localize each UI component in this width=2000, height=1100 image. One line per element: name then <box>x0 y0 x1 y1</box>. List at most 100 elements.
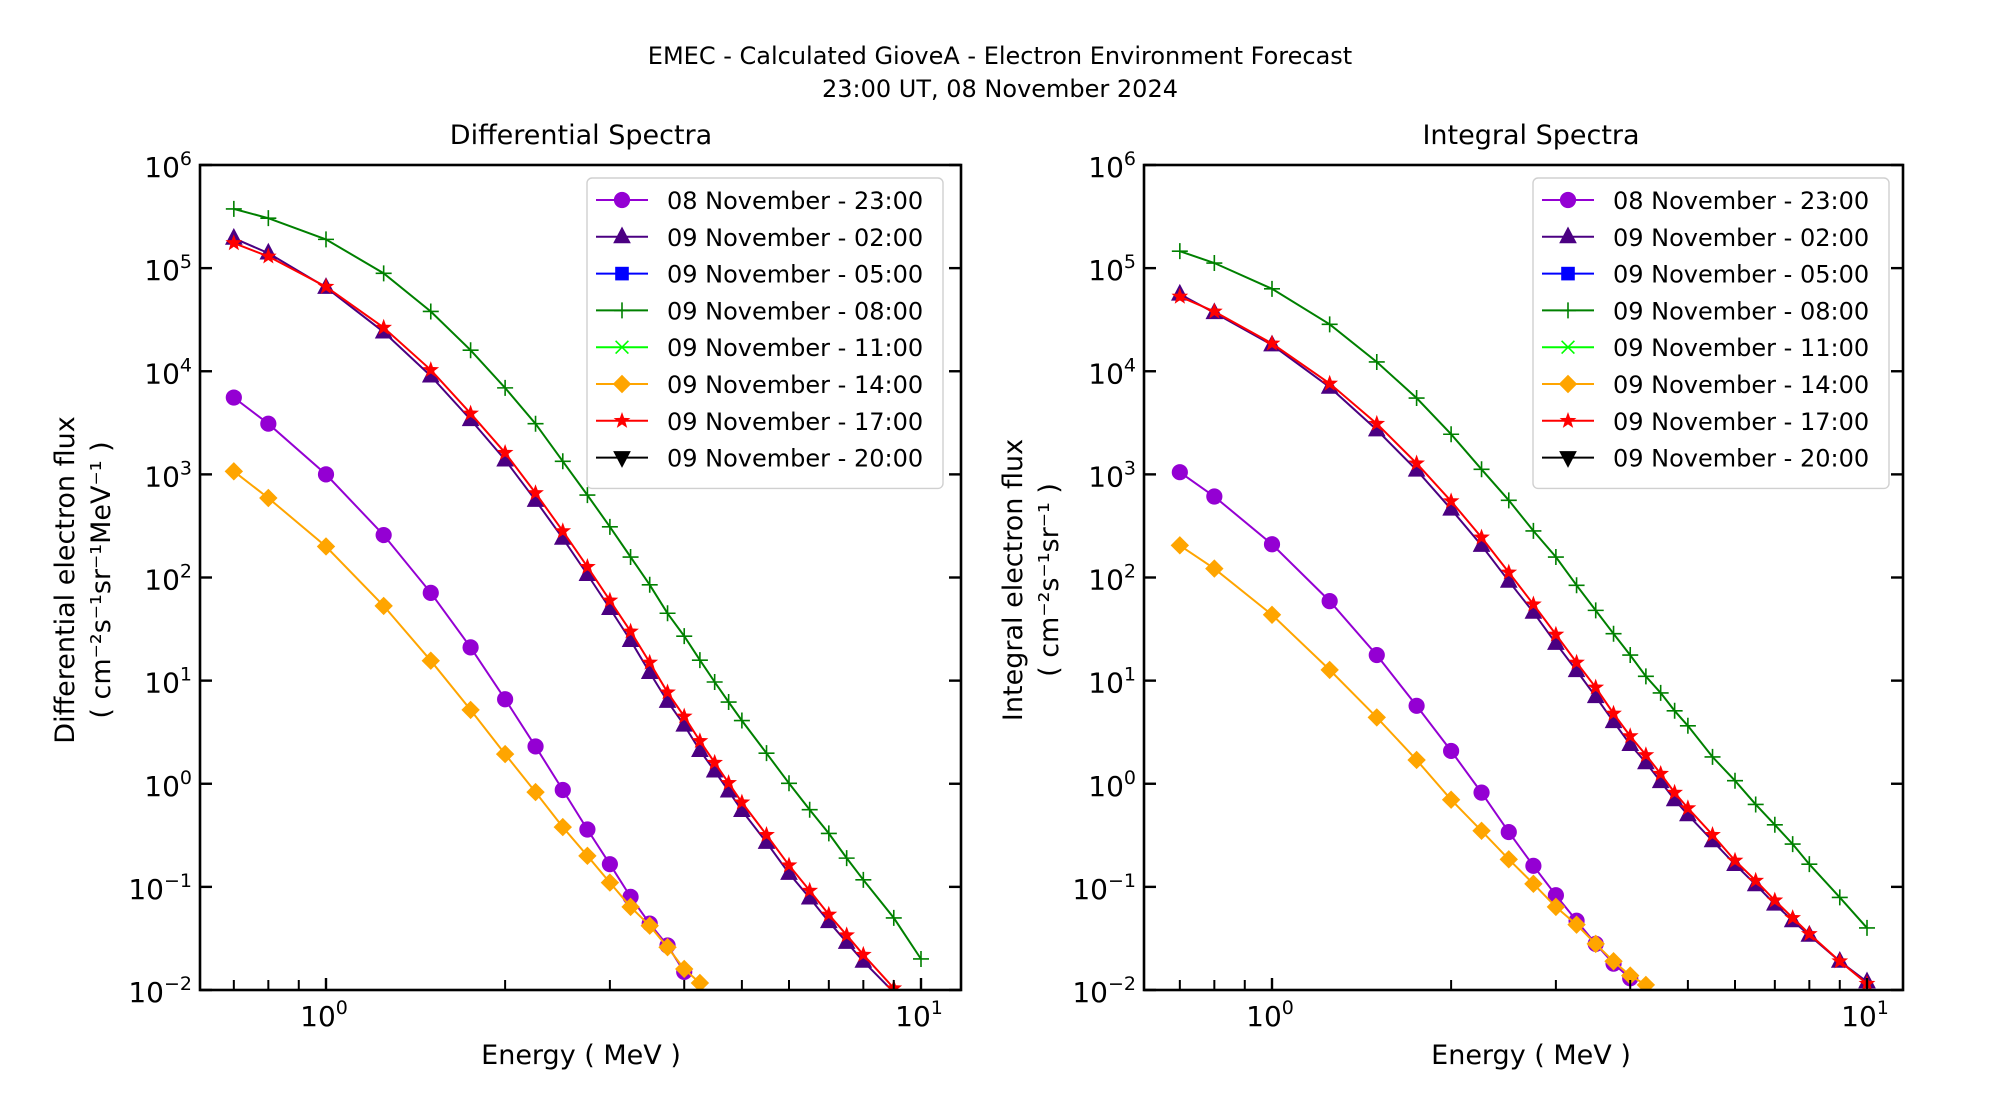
integral-data-point <box>1636 975 1656 990</box>
differential-data-point <box>374 596 393 616</box>
differential-y-tick-label: 103 <box>144 457 192 493</box>
differential-data-point <box>225 200 242 217</box>
integral-data-point <box>1472 821 1491 840</box>
integral-x-axis-label: Energy ( MeV ) <box>1431 1040 1631 1071</box>
differential-data-point <box>527 738 544 755</box>
integral-data-point <box>1727 772 1743 789</box>
differential-data-point <box>422 361 440 377</box>
integral-data-point <box>1321 593 1338 610</box>
differential-data-point <box>659 605 676 622</box>
differential-y-tick-label: 102 <box>144 561 192 597</box>
differential-data-point <box>675 959 694 979</box>
differential-data-point <box>421 651 440 670</box>
integral-y-tick-label: 103 <box>1088 457 1136 493</box>
differential-legend-entry: 09 November - 14:00 <box>596 371 923 399</box>
differential-y-tick-label: 100 <box>144 767 192 803</box>
integral-data-point <box>1547 633 1565 650</box>
legend-marker-diamond-icon <box>1558 374 1578 394</box>
integral-data-point <box>1547 549 1564 566</box>
figure-title-line1: EMEC - Calculated GioveA - Electron Envi… <box>648 42 1352 70</box>
differential-data-point <box>913 950 929 967</box>
differential-legend-entry: 09 November - 20:00 <box>596 445 923 473</box>
differential-data-point <box>554 781 571 799</box>
differential-legend-entry: 09 November - 11:00 <box>596 334 923 362</box>
integral-y-tick-label: 104 <box>1088 354 1136 390</box>
differential-y-axis-label-line2: ( cm⁻²s⁻¹sr⁻¹MeV⁻¹ ) <box>86 441 117 718</box>
differential-series-5 <box>224 462 710 990</box>
integral-data-point <box>1206 488 1223 505</box>
integral-spectra-panel: Integral Spectra Energy ( MeV ) Integral… <box>998 120 1905 1071</box>
integral-data-point <box>1473 528 1490 545</box>
differential-data-point <box>622 549 639 566</box>
differential-series-line <box>233 242 895 989</box>
integral-data-point <box>1605 704 1622 721</box>
legend-label: 09 November - 08:00 <box>667 297 923 325</box>
integral-data-point <box>1586 934 1605 954</box>
differential-legend-entry: 09 November - 02:00 <box>596 224 923 252</box>
integral-data-point <box>1206 302 1223 319</box>
differential-data-point <box>259 488 278 508</box>
differential-data-point <box>659 683 676 700</box>
legend-marker-triangle-down-icon <box>613 451 631 468</box>
integral-data-point <box>1637 668 1654 685</box>
integral-data-point <box>1587 678 1605 695</box>
differential-data-point <box>579 487 596 504</box>
integral-data-point <box>1525 522 1542 539</box>
differential-data-point <box>641 576 658 593</box>
differential-data-point <box>691 732 709 749</box>
integral-data-point <box>1704 826 1721 842</box>
differential-data-point <box>527 484 544 501</box>
integral-data-point <box>1263 334 1281 351</box>
integral-legend-entry: 09 November - 05:00 <box>1542 261 1869 289</box>
integral-data-point <box>1368 353 1385 370</box>
legend-label: 09 November - 20:00 <box>1613 445 1869 473</box>
integral-data-point <box>1622 647 1639 664</box>
differential-data-point <box>855 945 872 962</box>
integral-y-tick-label: 10−1 <box>1072 870 1136 906</box>
integral-data-point <box>1524 874 1543 894</box>
integral-data-point <box>1726 851 1744 868</box>
legend-label: 08 November - 23:00 <box>667 187 923 215</box>
differential-data-point <box>496 444 514 460</box>
differential-data-point <box>781 775 797 792</box>
integral-data-point <box>1525 857 1542 874</box>
integral-data-point <box>1747 871 1765 888</box>
integral-data-point <box>1368 414 1386 431</box>
figure-title-line2: 23:00 UT, 08 November 2024 <box>822 75 1178 103</box>
legend-label: 09 November - 17:00 <box>1613 408 1869 436</box>
integral-series-5 <box>1170 536 1656 990</box>
integral-legend-box <box>1532 177 1890 490</box>
integral-data-point <box>1831 889 1848 906</box>
differential-legend-box <box>586 177 944 490</box>
differential-x-tick-label: 100 <box>300 997 348 1033</box>
integral-data-point <box>1407 750 1426 770</box>
integral-series-line <box>1179 471 1631 979</box>
integral-plot-area <box>1170 243 1876 990</box>
differential-data-point <box>316 537 336 556</box>
differential-y-tick-label: 104 <box>144 354 192 390</box>
legend-label: 09 November - 20:00 <box>667 445 923 473</box>
differential-data-point <box>720 774 737 790</box>
integral-legend: 08 November - 23:00 09 November - 02:00 09… <box>1532 177 1890 490</box>
integral-legend-entry: 09 November - 11:00 <box>1542 334 1869 362</box>
legend-marker-triangle-up-icon <box>1559 226 1577 244</box>
integral-data-point <box>1171 464 1188 481</box>
integral-spectra-title: Integral Spectra <box>1422 120 1639 151</box>
legend-marker-circle-icon <box>613 191 631 209</box>
integral-data-point <box>1766 816 1783 833</box>
integral-data-point <box>1500 492 1517 509</box>
differential-data-point <box>375 265 392 282</box>
integral-data-point <box>1170 536 1190 555</box>
differential-data-point <box>601 518 618 535</box>
differential-data-point <box>600 873 620 892</box>
integral-data-point <box>1567 915 1586 934</box>
integral-legend-entry: 09 November - 20:00 <box>1542 445 1869 473</box>
legend-marker-x-icon <box>615 340 629 355</box>
integral-data-point <box>1568 653 1585 670</box>
differential-data-point <box>497 691 514 708</box>
differential-y-tick-label: 10−2 <box>128 973 192 1009</box>
integral-legend-entry: 09 November - 02:00 <box>1542 224 1869 252</box>
differential-data-point <box>641 653 659 670</box>
